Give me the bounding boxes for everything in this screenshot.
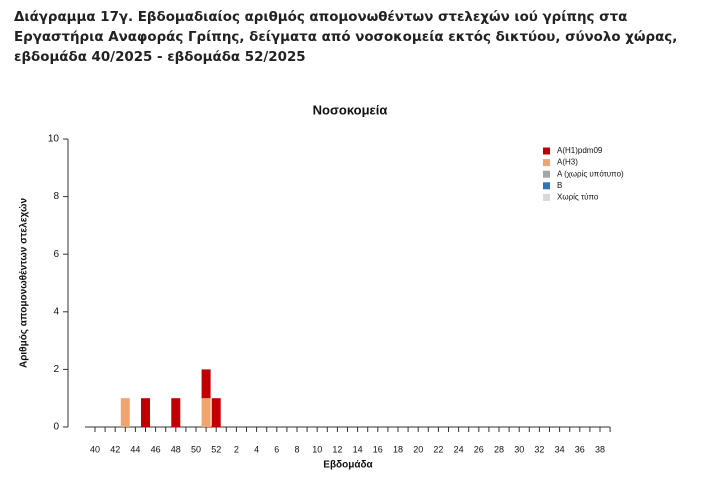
y-tick-label: 4: [53, 306, 59, 317]
x-tick-label: 30: [514, 444, 524, 454]
bar-segment: [211, 398, 221, 427]
x-tick-label: 34: [555, 444, 565, 454]
legend-label: B: [557, 181, 562, 190]
page-title: Διάγραμμα 17γ. Εβδομαδιαίος αριθμός απομ…: [14, 10, 678, 65]
x-tick-label: 32: [534, 444, 544, 454]
legend-label: Χωρίς τύπο: [557, 193, 599, 202]
legend-swatch: [543, 147, 550, 155]
x-tick-label: 50: [191, 444, 201, 454]
bar-segment: [141, 398, 150, 427]
legend-swatch: [543, 159, 550, 167]
bar-segment: [201, 398, 211, 427]
x-tick-label: 12: [332, 444, 342, 454]
y-axis-label: Αριθμός απομονωθέντων στελεχών: [19, 198, 30, 368]
x-tick-label: 2: [234, 444, 239, 454]
y-tick-label: 6: [53, 249, 59, 260]
x-tick-label: 28: [494, 444, 504, 454]
y-tick-label: 2: [53, 364, 59, 375]
bar-segment: [120, 398, 130, 427]
legend-swatch: [543, 182, 550, 190]
x-tick-label: 44: [130, 444, 140, 454]
x-tick-label: 6: [274, 444, 279, 454]
y-tick-label: 10: [48, 134, 60, 145]
x-tick-label: 16: [373, 444, 383, 454]
x-tick-label: 18: [393, 444, 403, 454]
x-tick-label: 46: [151, 444, 161, 454]
legend-label: A (χωρίς υπότυπο): [557, 169, 624, 178]
x-axis-label: Εβδομάδα: [323, 460, 373, 471]
x-tick-label: 52: [211, 444, 221, 454]
y-tick-label: 8: [53, 191, 59, 202]
x-tick-label: 42: [110, 444, 120, 454]
x-tick-label: 38: [595, 444, 605, 454]
x-tick-label: 14: [353, 444, 363, 454]
x-tick-label: 48: [171, 444, 181, 454]
x-tick-label: 40: [90, 444, 100, 454]
x-tick-label: 20: [413, 444, 423, 454]
legend-swatch: [543, 193, 550, 201]
x-tick-label: 8: [294, 444, 299, 454]
legend-label: A(H1)pdm09: [557, 146, 603, 155]
x-tick-label: 24: [454, 444, 464, 454]
x-tick-label: 4: [254, 444, 259, 454]
chart-title: Νοσοκομεία: [313, 102, 388, 117]
bar-segment: [201, 369, 211, 399]
x-tick-label: 26: [474, 444, 484, 454]
legend-label: A(H3): [557, 158, 578, 167]
y-tick-label: 0: [53, 422, 59, 433]
x-tick-label: 10: [312, 444, 322, 454]
x-tick-label: 36: [575, 444, 585, 454]
bar-segment: [171, 398, 181, 427]
legend-swatch: [543, 170, 550, 178]
x-tick-label: 22: [433, 444, 443, 454]
